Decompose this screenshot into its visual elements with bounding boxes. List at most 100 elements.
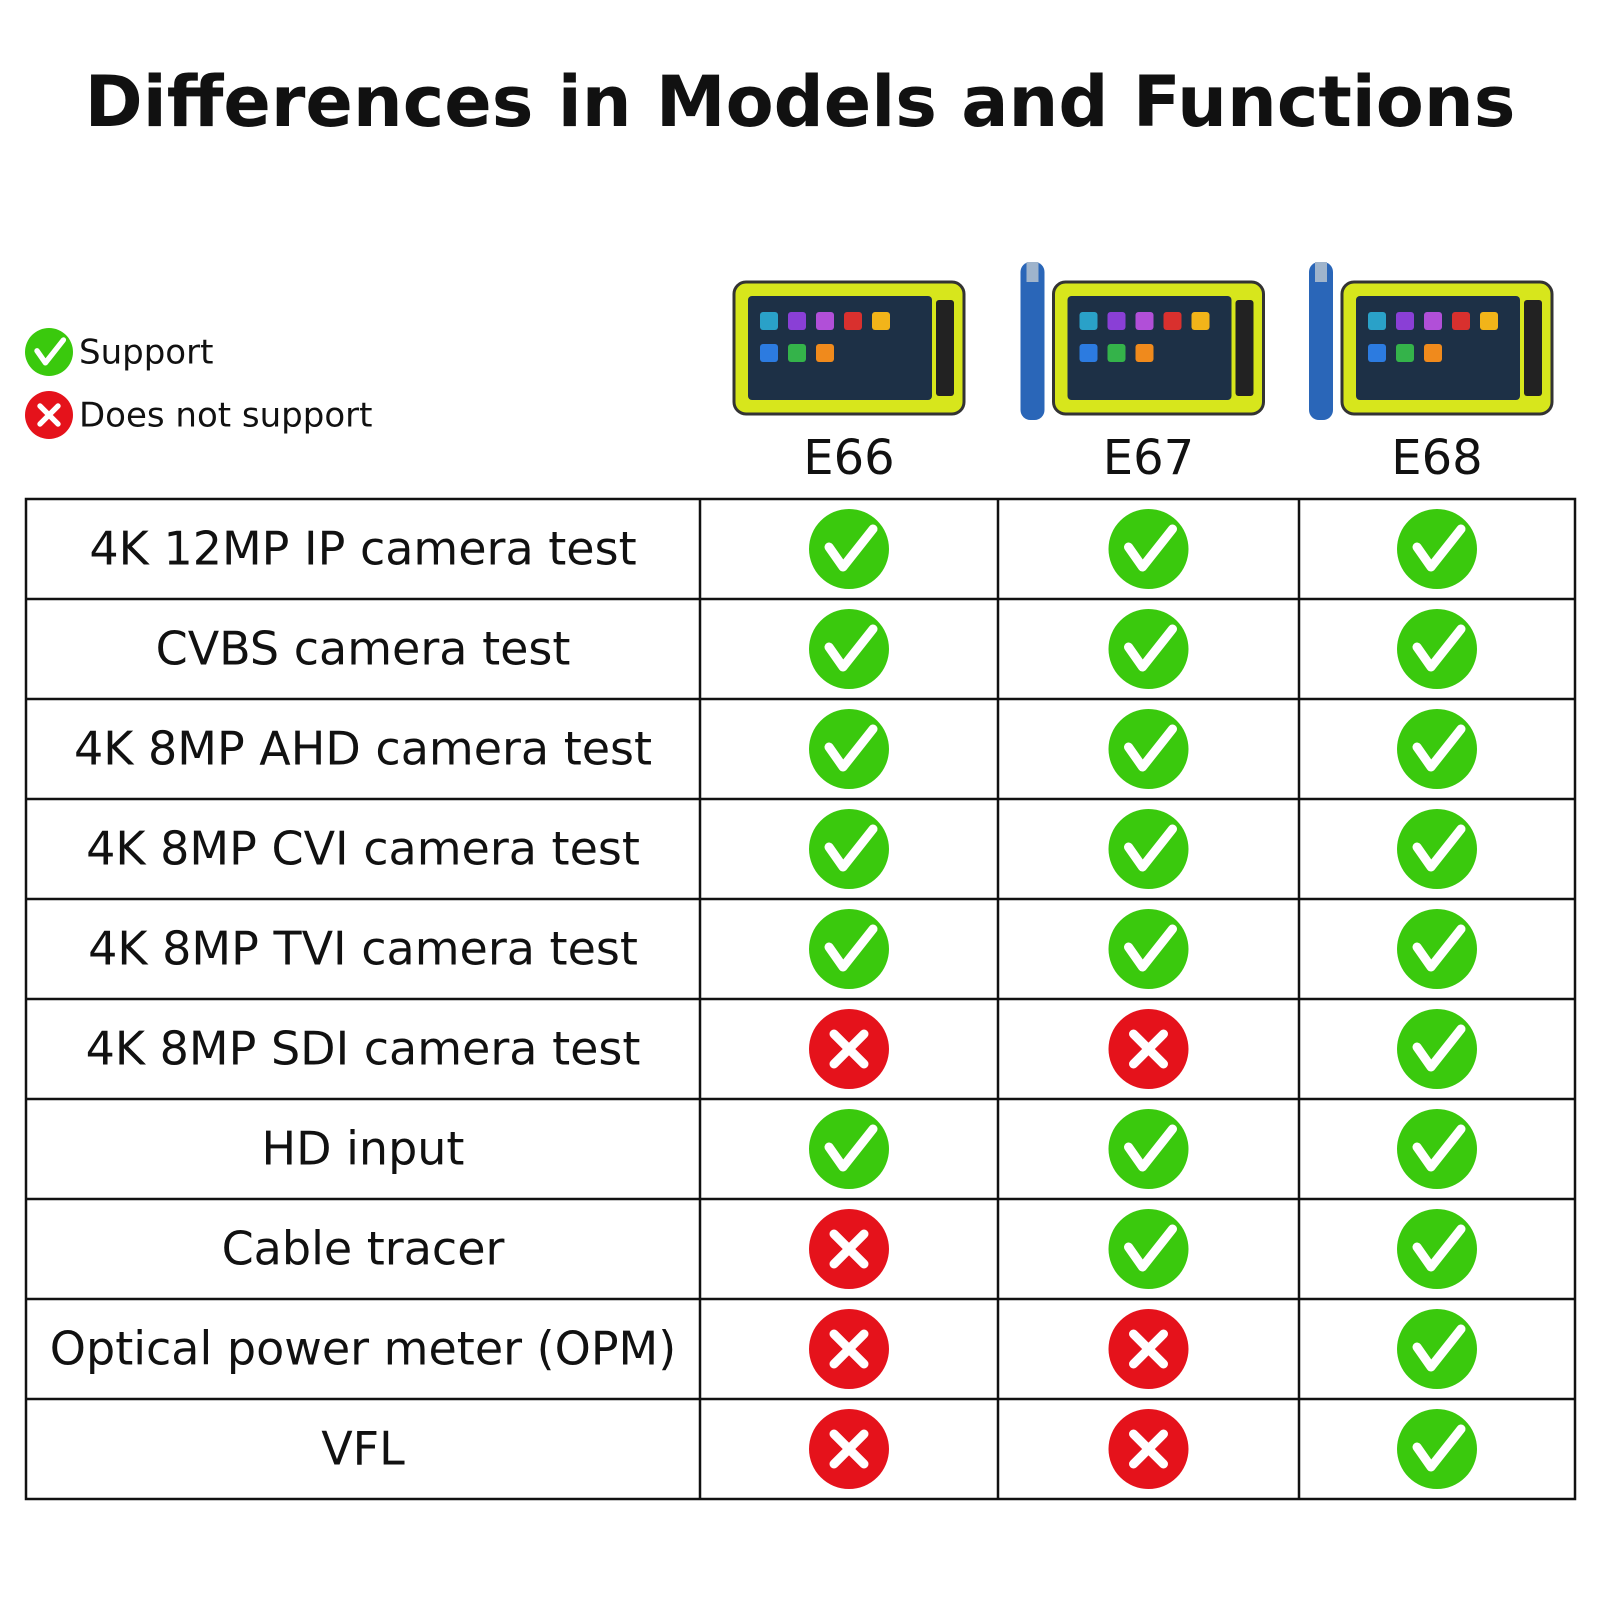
model-label: E68 (1391, 430, 1482, 486)
app-icon (1452, 312, 1470, 330)
check-circle (1397, 609, 1477, 689)
status-icon (1397, 1109, 1477, 1189)
check-glyph (824, 824, 878, 872)
model-label: E66 (803, 430, 894, 486)
check-glyph (824, 724, 878, 772)
check-circle (1397, 709, 1477, 789)
status-icon (25, 328, 73, 376)
check-glyph (1412, 724, 1466, 772)
legend-not-support: Does not support (79, 396, 372, 436)
status-icon (1397, 1309, 1477, 1389)
feature-label: HD input (262, 1122, 465, 1176)
check-glyph (1412, 524, 1466, 572)
check-glyph (1412, 824, 1466, 872)
feature-label: CVBS camera test (156, 622, 571, 676)
check-circle (1108, 709, 1189, 789)
page-title: Differences in Models and Functions (85, 61, 1516, 143)
check-circle (1397, 1409, 1477, 1489)
tracer-tip (1315, 262, 1327, 282)
device-buttons (936, 300, 954, 396)
cross-glyph (829, 1329, 869, 1369)
tracer-probe (1020, 262, 1045, 420)
check-circle (1108, 1109, 1189, 1189)
check-circle (1108, 809, 1189, 889)
check-glyph (1124, 724, 1177, 772)
status-icon (1397, 1009, 1477, 1089)
status-icon (1108, 709, 1189, 789)
app-icon (816, 344, 834, 362)
status-icon (809, 1009, 889, 1089)
check-glyph (1124, 1124, 1177, 1172)
status-icon (809, 809, 889, 889)
check-circle (809, 809, 889, 889)
status-icon (1108, 509, 1189, 589)
check-glyph (824, 524, 878, 572)
feature-label: Optical power meter (OPM) (50, 1322, 676, 1376)
check-glyph (1412, 1324, 1466, 1372)
check-circle (809, 709, 889, 789)
check-glyph (1412, 924, 1466, 972)
app-icon (1368, 344, 1386, 362)
app-icon (760, 344, 778, 362)
status-icon (809, 909, 889, 989)
feature-label: Cable tracer (222, 1222, 505, 1276)
status-icon (1108, 909, 1189, 989)
status-icon (1108, 1209, 1189, 1289)
app-icon (788, 312, 806, 330)
check-circle (809, 1109, 889, 1189)
cross-glyph (1129, 1429, 1168, 1469)
check-circle (1397, 1009, 1477, 1089)
status-icon (1108, 809, 1189, 889)
status-icon (1397, 1209, 1477, 1289)
app-icon (1191, 312, 1210, 330)
legend-support: Support (79, 333, 213, 373)
app-icon (1135, 344, 1154, 362)
check-glyph (1412, 624, 1466, 672)
cross-glyph (37, 403, 61, 427)
app-icon (1107, 312, 1126, 330)
check-circle (1397, 1109, 1477, 1189)
check-circle (1397, 1209, 1477, 1289)
check-glyph (1124, 824, 1177, 872)
check-circle (25, 328, 73, 376)
check-glyph (34, 337, 67, 366)
cross-glyph (829, 1029, 869, 1069)
check-glyph (1412, 1424, 1466, 1472)
check-glyph (1124, 624, 1177, 672)
check-glyph (824, 924, 878, 972)
check-glyph (824, 624, 878, 672)
check-glyph (1412, 1224, 1466, 1272)
check-glyph (824, 1124, 878, 1172)
status-icon (1397, 909, 1477, 989)
feature-label: 4K 8MP TVI camera test (88, 922, 638, 976)
tracer-probe (1309, 262, 1333, 420)
cross-glyph (1129, 1029, 1168, 1069)
check-circle (809, 509, 889, 589)
status-icon (1108, 609, 1189, 689)
check-glyph (1124, 524, 1177, 572)
app-icon (1135, 312, 1154, 330)
status-icon (1108, 1409, 1189, 1489)
status-icon (1397, 709, 1477, 789)
status-icon (809, 1309, 889, 1389)
status-icon (1108, 1309, 1189, 1389)
app-icon (1480, 312, 1498, 330)
app-icon (1163, 312, 1182, 330)
status-icon (1397, 609, 1477, 689)
app-icon (788, 344, 806, 362)
app-icon (1368, 312, 1386, 330)
device-buttons (1524, 300, 1542, 396)
feature-label: 4K 12MP IP camera test (89, 522, 636, 576)
cross-glyph (1129, 1329, 1168, 1369)
check-glyph (1124, 924, 1177, 972)
app-icon (1424, 344, 1442, 362)
status-icon (1397, 1409, 1477, 1489)
feature-label: 4K 8MP CVI camera test (86, 822, 640, 876)
check-circle (1108, 509, 1189, 589)
status-icon (1397, 509, 1477, 589)
status-icon (809, 1409, 889, 1489)
check-circle (1108, 609, 1189, 689)
app-icon (760, 312, 778, 330)
